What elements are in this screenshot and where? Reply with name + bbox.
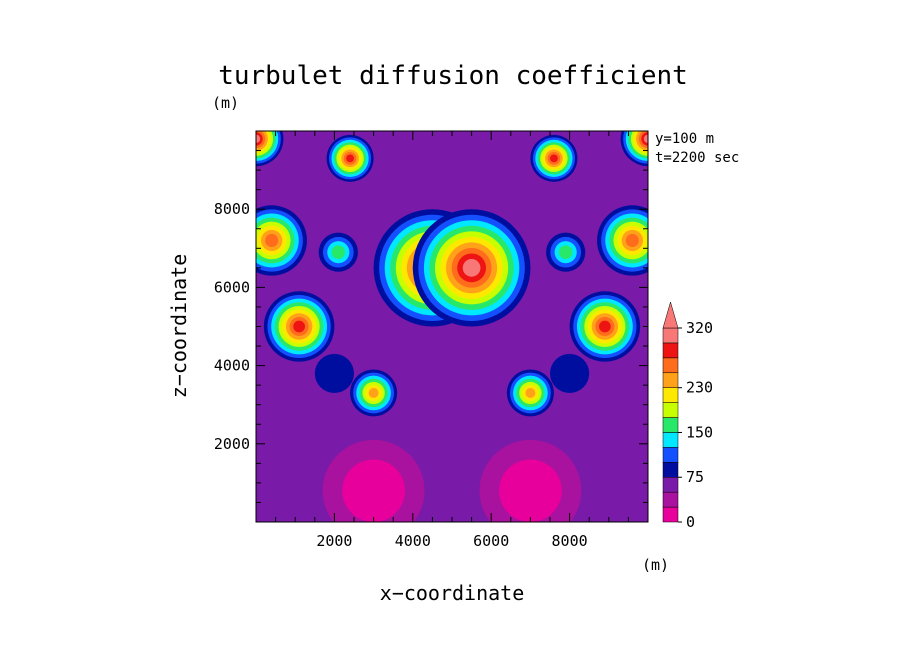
colorbar-swatch: [662, 447, 679, 463]
colorbar-swatch: [662, 491, 679, 508]
colorbar-swatch: [662, 506, 679, 523]
annotation-y: y=100 m: [655, 131, 714, 147]
colorbar-swatch: [662, 417, 679, 433]
y-tick-label: 6000: [214, 278, 250, 296]
colorbar-swatch: [662, 342, 679, 359]
colorbar-swatch: [662, 327, 679, 344]
chart-title: turbulet diffusion coefficient: [218, 61, 688, 91]
y-tick-label: 4000: [214, 357, 250, 375]
colorbar-swatch: [662, 462, 679, 478]
x-unit-label: (m): [642, 556, 669, 574]
colorbar-swatch: [662, 402, 679, 418]
contour-band: [550, 154, 558, 163]
y-tick-label: 2000: [214, 435, 250, 453]
contour-band: [368, 388, 379, 398]
colorbar-swatch: [662, 372, 679, 388]
x-axis-label: x−coordinate: [380, 581, 525, 605]
colorbar-extend-arrow: [662, 301, 679, 329]
contour-band: [293, 320, 305, 333]
contour-band: [314, 353, 354, 393]
contour-band: [256, 134, 261, 143]
annotation-t: t=2200 sec: [655, 150, 739, 166]
contour-band: [416, 389, 488, 460]
colorbar: 0 75 150 230 320: [662, 301, 713, 531]
contour-band: [342, 459, 405, 522]
colorbar-tick-label: 320: [686, 319, 713, 337]
contour-band: [643, 134, 648, 143]
colorbar-swatch: [662, 357, 679, 374]
contour-band: [331, 245, 346, 260]
x-tick-label: 6000: [473, 532, 509, 550]
x-tick-label: 2000: [316, 532, 352, 550]
y-axis-label: z−coordinate: [167, 254, 191, 399]
contour-band: [550, 353, 590, 393]
y-unit-label: (m): [212, 94, 239, 112]
colorbar-swatch: [662, 476, 679, 493]
x-tick-label: 4000: [395, 532, 431, 550]
axes: 2000 4000 6000 8000 2000 4000 6000 8000: [214, 131, 648, 550]
contour-field: [256, 131, 648, 522]
colorbar-tick-label: 230: [686, 379, 713, 397]
colorbar-tick-label: 0: [686, 513, 695, 531]
contour-band: [265, 233, 279, 248]
contour-band: [599, 320, 611, 333]
contour-band: [462, 258, 481, 277]
colorbar-tick-label: 75: [686, 468, 704, 486]
contour-band: [625, 233, 639, 248]
contour-band: [525, 388, 536, 398]
contour-band: [558, 245, 573, 260]
y-tick-label: 8000: [214, 200, 250, 218]
contour-band: [499, 459, 562, 522]
colorbar-swatch: [662, 432, 679, 448]
x-tick-label: 8000: [552, 532, 588, 550]
colorbar-swatch: [662, 387, 679, 403]
colorbar-tick-label: 150: [686, 423, 713, 441]
contour-band: [346, 154, 354, 163]
